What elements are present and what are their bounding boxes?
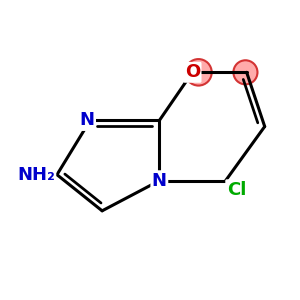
Text: Cl: Cl: [227, 181, 246, 199]
Circle shape: [185, 59, 212, 86]
Text: NH₂: NH₂: [17, 166, 55, 184]
Circle shape: [233, 60, 257, 84]
Text: N: N: [152, 172, 167, 190]
Text: O: O: [185, 63, 200, 81]
Text: N: N: [80, 112, 94, 130]
